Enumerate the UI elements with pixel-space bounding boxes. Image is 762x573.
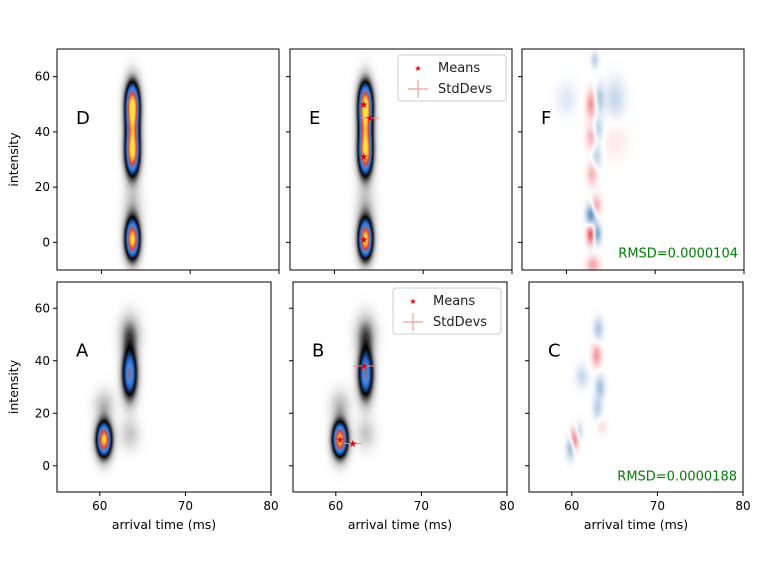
heatmap-D: [57, 49, 279, 270]
axes-frame: [56, 48, 280, 271]
legend-stddevs-label: StdDevs: [433, 315, 487, 330]
y-axis-label: intensity: [6, 132, 21, 187]
rmsd-annotation: RMSD=0.0000188: [617, 469, 737, 484]
mean-marker: ★: [336, 435, 345, 446]
mean-star: ★: [359, 152, 368, 163]
panel-label: C: [548, 340, 561, 361]
panel-E: ★ ★ ★ ★ ★ Means StdDevs E: [286, 48, 513, 274]
mean-star: ★: [336, 435, 345, 446]
rmsd-annotation: RMSD=0.0000104: [618, 246, 738, 261]
x-tick-label: 80: [735, 499, 750, 513]
mean-marker: ★: [359, 235, 368, 246]
panel-A: A 0 20 40 60 60 70 80 arrival time (ms) intensity: [6, 281, 279, 532]
heatmap-F: [522, 49, 744, 270]
legend-means-label: Means: [433, 294, 475, 309]
mean-star: ★: [348, 439, 357, 450]
panel-F: F RMSD=0.0000104: [518, 48, 745, 274]
x-tick-label: 70: [650, 499, 665, 513]
panel-D: D 0 20 40 60 intensity: [6, 48, 280, 274]
mean-star: ★: [365, 114, 374, 125]
y-tick-label: 60: [35, 70, 50, 84]
legend-stddevs-label: StdDevs: [438, 82, 492, 97]
panel-label: B: [312, 340, 324, 361]
x-tick-label: 70: [414, 499, 429, 513]
x-tick-label: 60: [564, 499, 579, 513]
legend-means-marker: ★: [409, 297, 416, 306]
mean-star: ★: [360, 362, 369, 373]
y-tick-label: 60: [35, 301, 50, 315]
x-axis-label: arrival time (ms): [584, 517, 688, 532]
y-tick-label: 20: [35, 180, 50, 194]
mean-marker: ★: [359, 100, 368, 111]
legend-means-marker: ★: [414, 64, 421, 73]
mean-star: ★: [359, 235, 368, 246]
panel-label: F: [541, 108, 551, 129]
axes-frame: [521, 48, 745, 271]
mean-star: ★: [359, 100, 368, 111]
x-tick-label: 60: [328, 499, 343, 513]
y-tick-label: 40: [35, 125, 50, 139]
heatmap-A: [57, 282, 271, 492]
panel-label: A: [76, 340, 89, 361]
x-tick-label: 60: [92, 499, 107, 513]
legend-means-label: Means: [438, 61, 480, 76]
mean-marker: ★: [359, 152, 368, 163]
y-tick-label: 0: [42, 459, 50, 473]
mean-marker: ★: [352, 362, 376, 373]
legend: ★ Means StdDevs: [397, 54, 507, 102]
x-tick-label: 80: [263, 499, 278, 513]
x-tick-label: 70: [178, 499, 193, 513]
panel-label: D: [76, 108, 90, 129]
legend: ★ Means StdDevs: [392, 287, 502, 335]
axes-frame: [56, 281, 272, 493]
y-tick-label: 40: [35, 354, 50, 368]
y-axis-label: intensity: [6, 359, 21, 414]
y-tick-label: 0: [42, 235, 50, 249]
panel-label: E: [309, 108, 320, 129]
mean-marker: ★: [344, 439, 362, 450]
axes-frame: [292, 281, 508, 493]
y-tick-label: 20: [35, 406, 50, 420]
x-axis-label: arrival time (ms): [112, 517, 216, 532]
panel-C: C RMSD=0.0000188 60 70 80 arrival time (ms): [525, 281, 751, 532]
mean-marker: ★: [361, 114, 379, 125]
axes-frame: [528, 281, 744, 493]
axes-frame: [289, 48, 513, 271]
x-axis-label: arrival time (ms): [348, 517, 452, 532]
x-tick-label: 80: [499, 499, 514, 513]
heatmap-C: [529, 282, 743, 492]
